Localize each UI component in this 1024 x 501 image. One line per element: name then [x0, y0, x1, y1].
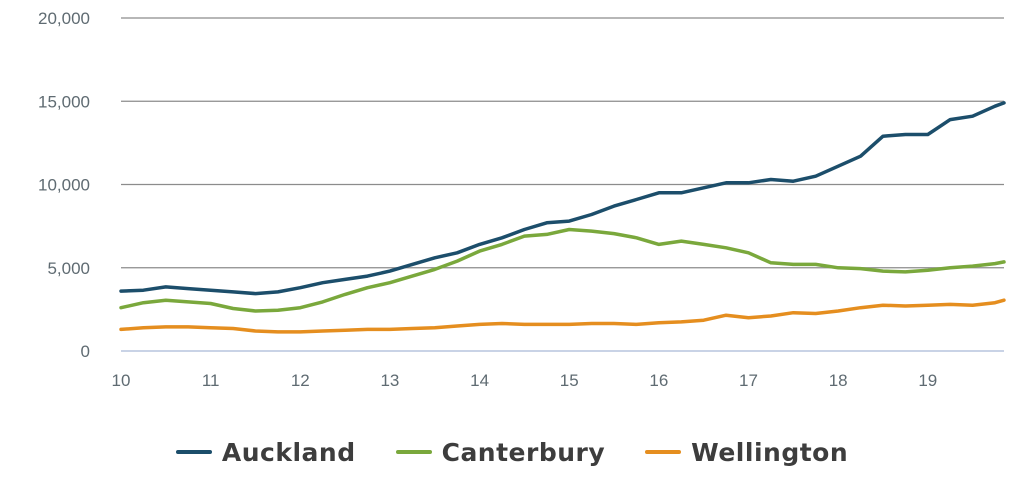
- x-tick-label: 19: [918, 371, 937, 390]
- y-tick-label: 5,000: [47, 259, 90, 278]
- legend-swatch-auckland: [175, 450, 212, 454]
- legend-item-wellington: Wellington: [645, 438, 848, 467]
- y-tick-label: 0: [81, 342, 90, 361]
- x-tick-label: 16: [649, 371, 668, 390]
- series-line-wellington: [119, 298, 1006, 334]
- x-tick-label: 15: [560, 371, 579, 390]
- x-tick-label: 12: [291, 371, 310, 390]
- x-tick-label: 11: [202, 371, 220, 390]
- legend-label-canterbury: Canterbury: [441, 437, 606, 467]
- x-tick-label: 17: [739, 371, 758, 390]
- series-line-canterbury: [119, 227, 1006, 313]
- y-axis-ticks: 0 5,000 10,000 15,000 20,000: [38, 9, 90, 361]
- legend-swatch-wellington: [645, 450, 682, 454]
- y-tick-label: 15,000: [38, 92, 90, 111]
- x-axis-ticks: 10 11 12 13 14 15 16 17 18 19: [112, 371, 938, 390]
- chart-legend: Auckland Canterbury Wellington: [0, 428, 1024, 476]
- x-tick-label: 10: [112, 371, 131, 390]
- legend-item-canterbury: Canterbury: [395, 437, 606, 467]
- y-tick-label: 20,000: [38, 9, 90, 28]
- legend-label-wellington: Wellington: [691, 437, 849, 467]
- y-tick-label: 10,000: [38, 176, 90, 195]
- legend-label-auckland: Auckland: [221, 437, 356, 467]
- x-tick-label: 14: [470, 371, 489, 390]
- legend-swatch-canterbury: [395, 450, 432, 454]
- x-tick-label: 13: [380, 371, 399, 390]
- series-line-auckland: [119, 101, 1006, 296]
- x-tick-label: 18: [829, 371, 848, 390]
- series-lines: [119, 101, 1006, 334]
- grid-lines: [121, 17, 1004, 352]
- legend-item-auckland: Auckland: [175, 437, 356, 467]
